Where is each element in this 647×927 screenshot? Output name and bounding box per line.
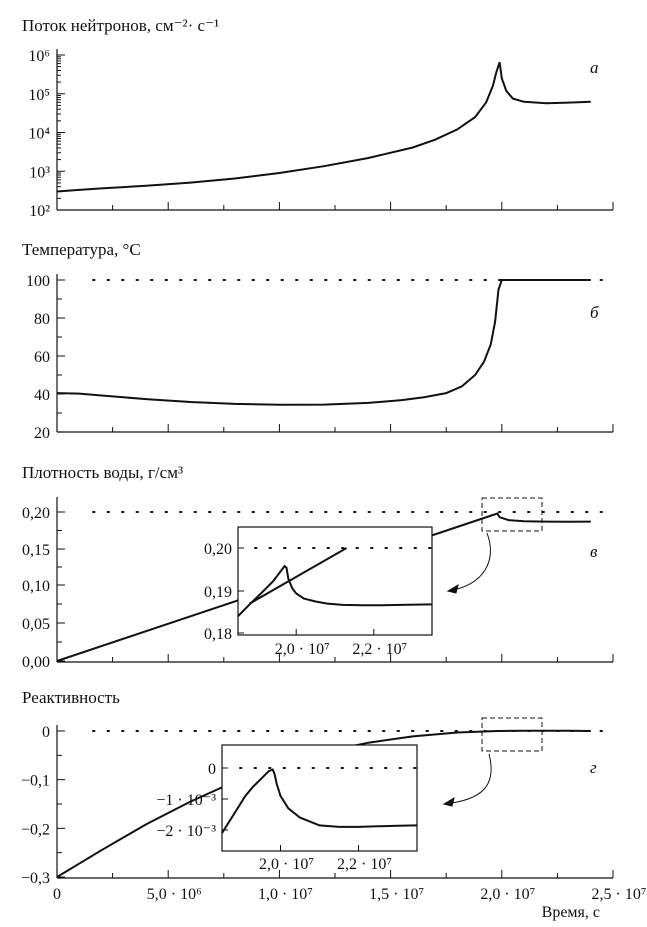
inset-y-tick-label: 0,20 [204, 541, 232, 558]
x-tick-label: 1,0 · 10⁷ [258, 886, 313, 903]
panel-water-density: Плотность воды, г/см³ в 0,00 0,05 0,10 0,15… [22, 463, 614, 671]
y-tick-label: −0,2 [21, 821, 50, 838]
y-tick-label: 10⁴ [28, 126, 50, 143]
inset-y-tick-label: −2 · 10⁻³ [156, 823, 216, 840]
y-tick-label: 0,00 [22, 654, 50, 671]
series-line [56, 729, 591, 878]
y-tick-label: 0,15 [22, 542, 50, 559]
zoom-arrow [443, 753, 492, 805]
series-line [56, 61, 591, 193]
y-tick-label: 80 [34, 311, 50, 328]
panel-v-letter: в [590, 542, 598, 561]
inset-x-tick-label: 2,0 · 10⁷ [275, 641, 330, 658]
zoom-arrow [447, 532, 491, 592]
series-line [56, 512, 591, 662]
y-tick-label: 60 [34, 349, 50, 366]
inset-y-tick-label: 0,18 [204, 626, 232, 643]
y-tick-label: 0 [42, 724, 50, 741]
panel-b-letter: б [590, 303, 599, 322]
panel-g-letter: г [590, 758, 597, 777]
inset-frame [221, 744, 418, 852]
y-tick-label: 10⁶ [28, 48, 50, 65]
zoom-box [481, 497, 543, 532]
inset-y-tick-label: 0,19 [204, 584, 232, 601]
panel-a-plot [56, 61, 591, 193]
panel-v-axes: 0,00 0,05 0,10 0,15 0,20 [22, 497, 614, 671]
y-tick-label: −0,3 [21, 870, 50, 887]
inset-y-tick-label: 0 [208, 761, 216, 778]
panel-b-axes: 20 40 60 80 100 [26, 273, 614, 442]
panel-temperature: Температура, °С б 20 40 60 80 100 [22, 240, 614, 442]
y-tick-label: 20 [34, 425, 50, 442]
inset-series-line [249, 547, 348, 605]
panel-g-plot [56, 729, 591, 878]
panel-g-title: Реактивность [22, 688, 120, 707]
panel-g-axes: −0,3 −0,2 −0,1 0 0 5,0 · 10⁶ 1,0 · 10⁷ 1,5 · 10… [21, 717, 647, 903]
y-tick-label: 10⁵ [28, 87, 50, 104]
inset-series-line [237, 564, 433, 617]
zoom-box [481, 717, 543, 752]
panel-v-title: Плотность воды, г/см³ [22, 463, 183, 482]
panel-g-inset: −2 · 10⁻³ −1 · 10⁻³ 0 2,0 · 10⁷ 2,2 · 10⁷ [156, 744, 492, 873]
y-tick-label: 0,10 [22, 578, 50, 595]
panel-neutron-flux: Поток нейтронов, см⁻²· с⁻¹ а 10²10³10⁴10… [22, 16, 614, 220]
y-tick-label: 40 [34, 387, 50, 404]
y-tick-label: 100 [26, 273, 50, 290]
x-axis-label: Время, с [542, 904, 600, 921]
panel-b-plot [56, 279, 591, 406]
series-line [56, 279, 591, 406]
panel-a-axes: 10² 10³ 10⁴ 10⁵ 10⁶ [28, 48, 614, 220]
x-tick-label: 1,5 · 10⁷ [369, 886, 424, 903]
zoom-arrow-head [446, 583, 459, 594]
y-tick-label: 0,05 [22, 616, 50, 633]
y-tick-label: 0,20 [22, 505, 50, 522]
panel-a-title: Поток нейтронов, см⁻²· с⁻¹ [22, 16, 219, 35]
panel-b-title: Температура, °С [22, 240, 141, 259]
panel-v-plot [56, 512, 591, 662]
inset-x-tick-label: 2,0 · 10⁷ [259, 856, 314, 873]
y-tick-label: 10³ [29, 164, 50, 181]
x-tick-label: 0 [53, 886, 61, 903]
x-tick-label: 2,5 · 10⁷ [592, 886, 647, 903]
x-tick-label: 2,0 · 10⁷ [480, 886, 535, 903]
y-tick-label: −0,1 [21, 773, 50, 790]
zoom-arrow-head [442, 796, 455, 807]
x-tick-label: 5,0 · 10⁶ [147, 886, 202, 903]
inset-series-line [221, 768, 418, 834]
inset-x-tick-label: 2,2 · 10⁷ [337, 856, 392, 873]
inset-x-tick-label: 2,2 · 10⁷ [352, 641, 407, 658]
panel-a-title-text: Поток нейтронов, см⁻²· с⁻¹ [22, 16, 219, 35]
inset-frame [237, 526, 433, 636]
panel-a-letter: а [590, 58, 599, 77]
panel-reactivity: Реактивность г −0,3 −0,2 −0,1 0 0 5,0 · 10⁶ 1,… [21, 688, 646, 921]
panel-v-inset: 0,18 0,19 0,20 2,0 · 10⁷ 2,2 · 10⁷ [204, 526, 491, 658]
inset-y-tick-label: −1 · 10⁻³ [156, 792, 216, 809]
y-tick-label: 10² [29, 203, 50, 220]
